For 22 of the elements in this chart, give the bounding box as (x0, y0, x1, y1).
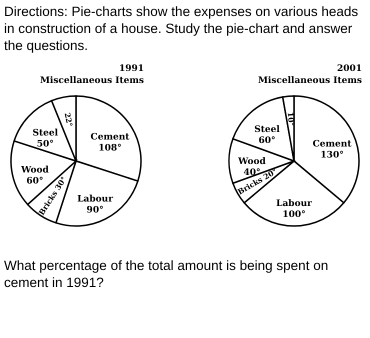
data-label: 60° (26, 176, 44, 187)
data-label: 50° (36, 139, 54, 150)
text: What percentage of the total amount is being spent on cement in 1991? (4, 257, 330, 291)
data-label: 108° (98, 143, 122, 154)
slice-label: Steel (254, 124, 280, 135)
data-label: 90° (86, 205, 104, 216)
slice-label: Labour (276, 199, 312, 209)
data-label: 60° (258, 136, 276, 146)
slice-label: Steel (32, 128, 59, 138)
slice-label: Wood (237, 157, 267, 167)
data-label: 130° (320, 150, 344, 160)
slice-label: Labour (77, 194, 114, 204)
data-label: 40° (243, 168, 261, 178)
slice-label: Wood (20, 166, 50, 176)
slice-label: Cement (90, 132, 130, 142)
slice-label: Miscellaneous Items (40, 76, 144, 86)
slice-label: Cement (312, 139, 352, 150)
chart-title: 1991 (118, 64, 144, 74)
slice-label: Miscellaneous Items (258, 76, 362, 86)
data-label: 100° (282, 210, 306, 220)
text: Directions: Pie-charts show the expenses on various heads in construction of a house. Study the pie-chart and answer the questions. (4, 3, 360, 54)
chart-title: 2001 (336, 64, 362, 74)
